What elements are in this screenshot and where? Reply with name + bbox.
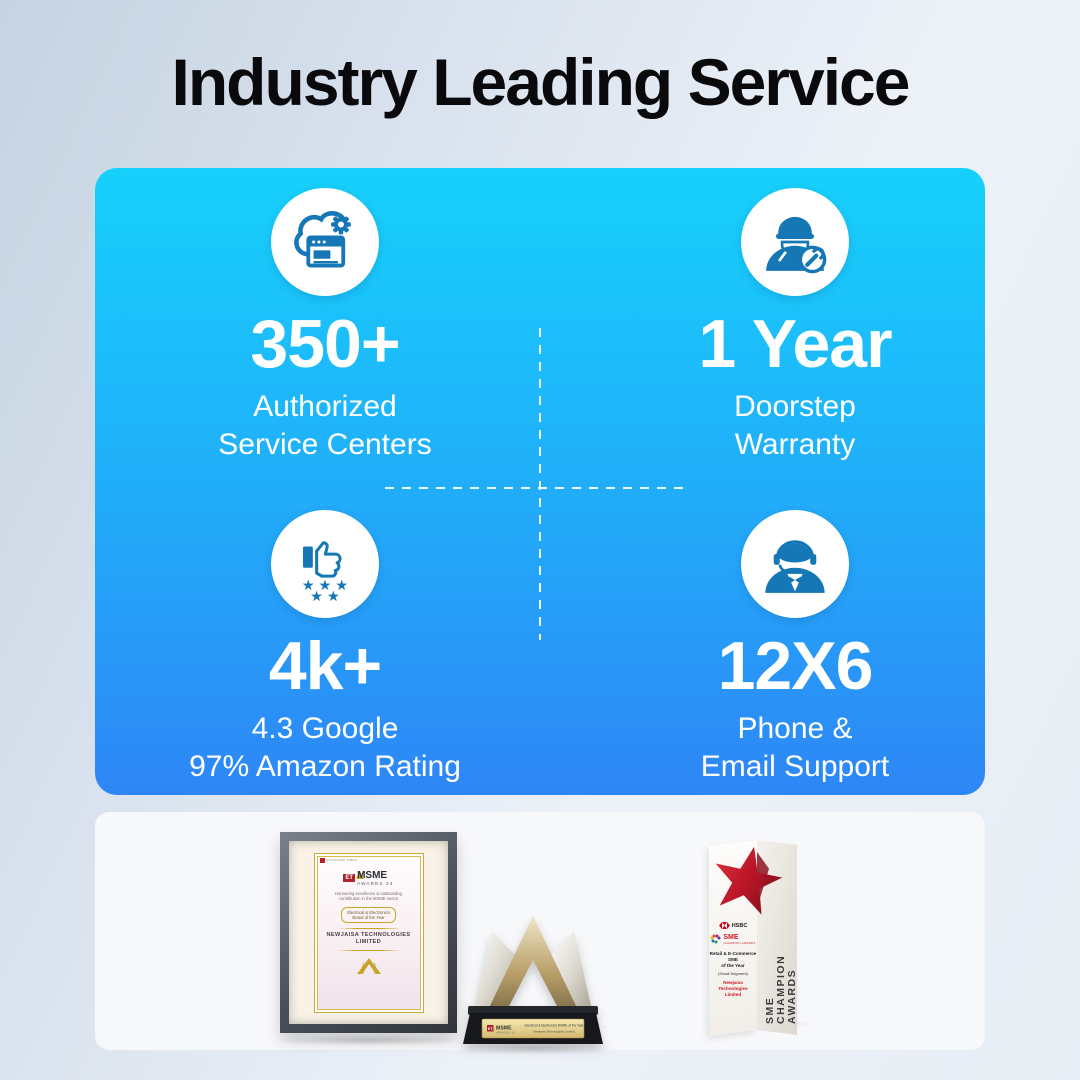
page-title: Industry Leading Service xyxy=(171,45,911,119)
column-company: Newjaisa Technologies Limited xyxy=(709,980,757,998)
svg-text:★: ★ xyxy=(310,589,323,602)
svg-text:★: ★ xyxy=(319,578,332,594)
plaque-title: Electrical & Electronics MSME of the Yea… xyxy=(525,1024,585,1028)
masthead-text: ECONOMIC TIMES xyxy=(326,858,358,862)
trophy-gold-m xyxy=(488,916,578,1010)
red-star-icon xyxy=(715,846,783,915)
frame-ground-shadow xyxy=(273,1034,465,1046)
feature-label-line2: Email Support xyxy=(700,750,890,783)
feature-label: Authorized Service Centers xyxy=(105,388,545,464)
feature-value: 350+ xyxy=(250,306,400,382)
gold-triangle-mark xyxy=(356,870,365,879)
plaque-company: Newjaisa Technologies Limited xyxy=(534,1029,575,1033)
plaque-awards24-text: AWARDS 24 xyxy=(496,1031,515,1035)
feature-value: 12X6 xyxy=(717,628,874,704)
flourish-divider xyxy=(336,927,401,929)
horizontal-dashed-divider xyxy=(385,487,691,489)
certificate-company: NEWJAISA TECHNOLOGIES LIMITED xyxy=(319,932,419,946)
hsbc-logo: HSBC xyxy=(709,922,757,929)
award-title-line2: of the Year xyxy=(721,963,745,968)
feature-value: 1 Year xyxy=(698,306,892,382)
awards-strip: ECONOMIC TIMES ET MSME AWARDS 24 Honouri… xyxy=(95,812,985,1054)
hsbc-mark-icon xyxy=(718,922,730,929)
tagline-line2: contribution in the MSME sector xyxy=(338,896,399,901)
thumbs-up-stars-icon: ★ ★ ★ ★ ★ xyxy=(271,510,379,618)
plaque-msme-text: MSME xyxy=(496,1025,512,1031)
column-company-line2: Limited xyxy=(724,992,742,997)
vertical-dashed-divider xyxy=(539,328,541,640)
et-msme-logo: ET MSME AWARDS 24 xyxy=(319,869,419,886)
cloud-service-icon xyxy=(271,188,379,296)
certificate: ECONOMIC TIMES ET MSME AWARDS 24 Honouri… xyxy=(313,852,424,1013)
awards24-text: AWARDS 24 xyxy=(357,880,394,886)
hsbc-text: HSBC xyxy=(731,922,748,929)
flourish-divider xyxy=(336,949,401,951)
feature-ratings: ★ ★ ★ ★ ★ 4k+ 4.3 Google 97% Amazon Rati… xyxy=(105,510,545,786)
svg-text:★: ★ xyxy=(302,578,315,594)
service-features-card: 350+ Authorized Service Centers xyxy=(95,168,985,795)
award-certificate-frame: ECONOMIC TIMES ET MSME AWARDS 24 Honouri… xyxy=(280,832,457,1033)
company-line1: NEWJAISA TECHNOLOGIES xyxy=(326,931,411,938)
sme-sub-text: CHAMPION AWARDS xyxy=(723,941,756,945)
trophy-plaque xyxy=(481,1018,585,1039)
feature-label-line2: Warranty xyxy=(734,428,856,461)
company-line2: LIMITED xyxy=(355,938,382,945)
feature-label: Doorstep Warranty xyxy=(575,388,1015,464)
svg-text:★: ★ xyxy=(327,589,340,602)
certificate-mat: ECONOMIC TIMES ET MSME AWARDS 24 Honouri… xyxy=(289,841,448,1024)
sme-wordmark: SME xyxy=(723,934,739,941)
tagline-line1: Honouring excellence & outstanding xyxy=(334,890,403,896)
award-title-line1: Retail & E-Commerce SME xyxy=(709,951,757,962)
feature-service-centers: 350+ Authorized Service Centers xyxy=(105,188,545,464)
plaque-et-box xyxy=(487,1025,494,1032)
plaque-et-text: ET xyxy=(488,1027,493,1031)
certificate-masthead: ECONOMIC TIMES xyxy=(319,857,358,863)
column-company-line1: Newjaisa Technologies xyxy=(718,980,748,991)
feature-label-line1: Phone & xyxy=(737,712,853,745)
trophy-base-lip xyxy=(468,1006,598,1015)
certificate-category-badge: Electrical & Electronics Brand of the Ye… xyxy=(341,906,396,923)
masthead-mark xyxy=(319,857,325,863)
headset-support-icon xyxy=(741,510,849,618)
column-side-vertical-text: SME CHAMPION AWARDS xyxy=(764,954,798,1024)
certificate-tagline: Honouring excellence & outstanding contr… xyxy=(319,891,419,902)
award-trophy: ET MSME AWARDS 24 Electrical & Electroni… xyxy=(463,916,603,1044)
peacock-icon xyxy=(710,934,721,944)
msme-wordmark: MSME xyxy=(357,869,388,881)
feature-label-line1: Authorized xyxy=(253,390,397,423)
feature-label-line1: Doorstep xyxy=(734,390,856,423)
feature-warranty: 1 Year Doorstep Warranty xyxy=(575,188,1015,464)
gold-m-emblem-icon xyxy=(319,956,419,981)
feature-label: 4.3 Google 97% Amazon Rating xyxy=(105,710,545,786)
feature-value: 4k+ xyxy=(268,628,382,704)
feature-label-line2: 97% Amazon Rating xyxy=(189,750,461,783)
svg-text:★: ★ xyxy=(335,578,348,594)
et-logo-box: ET xyxy=(343,874,356,882)
column-front-content: HSBC SME CHAMPION AWARDS Retail & E-Comm… xyxy=(709,922,757,998)
sme-champion-logo: SME CHAMPION AWARDS xyxy=(709,934,757,945)
technician-icon xyxy=(741,188,849,296)
award-column: HSBC SME CHAMPION AWARDS Retail & E-Comm… xyxy=(703,826,813,1038)
feature-support: 12X6 Phone & Email Support xyxy=(575,510,1015,786)
trophy-ground-shadow xyxy=(453,1042,615,1054)
column-award-segment: (Small Segment) xyxy=(718,971,748,976)
feature-label-line1: 4.3 Google xyxy=(251,712,399,745)
badge-line2: Brand of the Year xyxy=(352,914,385,920)
feature-label-line2: Service Centers xyxy=(218,428,432,461)
feature-label: Phone & Email Support xyxy=(575,710,1015,786)
badge-line1: Electrical & Electronics xyxy=(347,909,390,915)
msme-logo-text: MSME AWARDS 24 xyxy=(356,869,394,886)
sme-logo-text: SME CHAMPION AWARDS xyxy=(723,934,755,945)
column-award-title: Retail & E-Commerce SME of the Year xyxy=(709,951,757,969)
